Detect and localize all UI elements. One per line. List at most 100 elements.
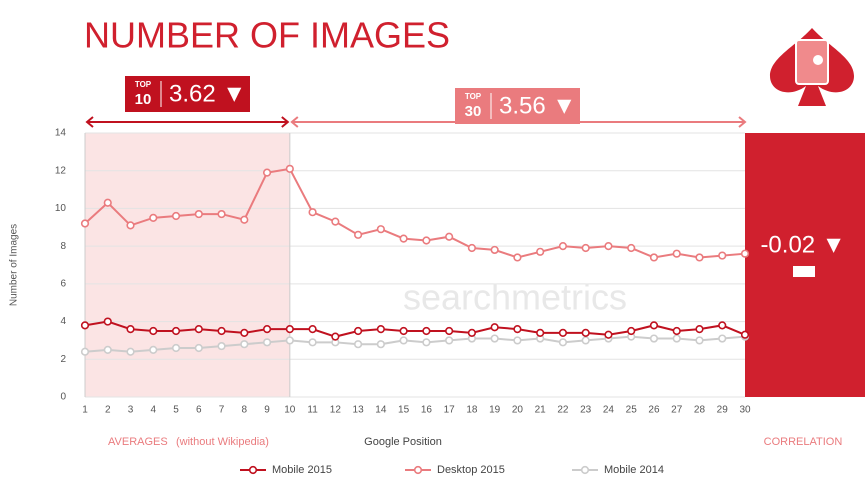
data-point xyxy=(80,321,90,330)
data-point xyxy=(536,247,545,256)
x-tick-label: 28 xyxy=(694,405,706,416)
data-point xyxy=(126,347,135,356)
x-tick-label: 14 xyxy=(375,405,387,416)
legend-marker xyxy=(248,465,258,475)
background-layer xyxy=(84,132,745,398)
data-point xyxy=(695,325,704,334)
x-tick-label: 26 xyxy=(648,405,660,416)
data-point xyxy=(376,325,385,334)
correlation-marker xyxy=(793,266,815,277)
data-point xyxy=(285,336,294,345)
data-point xyxy=(718,334,727,343)
x-tick-label: 24 xyxy=(603,405,615,416)
x-tick-label: 12 xyxy=(330,405,342,416)
x-tick-label: 29 xyxy=(717,405,729,416)
data-point xyxy=(331,217,340,226)
data-point xyxy=(376,340,385,349)
x-tick-label: 16 xyxy=(421,405,433,416)
data-point xyxy=(194,325,203,334)
legend-label: Mobile 2014 xyxy=(604,464,664,476)
data-point xyxy=(262,168,272,177)
data-point xyxy=(240,328,249,337)
data-point xyxy=(126,325,135,334)
data-point xyxy=(149,345,158,354)
legend-marker xyxy=(580,465,590,475)
x-tick-label: 3 xyxy=(128,405,134,416)
data-point xyxy=(604,242,613,251)
data-point xyxy=(308,325,317,334)
y-tick-label: 6 xyxy=(60,278,66,289)
y-tick-label: 12 xyxy=(55,165,67,176)
data-point xyxy=(467,328,476,337)
x-tick-label: 21 xyxy=(535,405,547,416)
data-point xyxy=(581,336,590,345)
data-point xyxy=(217,209,226,219)
data-point xyxy=(718,251,727,260)
data-point xyxy=(422,236,431,245)
x-tick-label: 20 xyxy=(512,405,524,416)
data-point xyxy=(672,249,681,258)
data-point xyxy=(194,343,203,353)
x-tick-label: 11 xyxy=(307,405,318,416)
x-tick-label: 2 xyxy=(105,405,111,416)
x-tick-label: 30 xyxy=(739,405,751,416)
data-point xyxy=(558,242,568,251)
range-arrowhead xyxy=(738,116,747,128)
data-point xyxy=(490,323,499,332)
badge-value: 3.56 ▼ xyxy=(499,92,576,119)
data-point xyxy=(740,249,750,258)
x-tick-label: 18 xyxy=(466,405,478,416)
data-point xyxy=(80,219,90,228)
data-point xyxy=(80,347,90,356)
badge-value: 3.62 ▼ xyxy=(169,80,246,107)
data-point xyxy=(149,326,158,336)
data-point xyxy=(649,321,659,330)
data-point xyxy=(513,325,522,334)
data-point xyxy=(490,245,499,255)
x-tick-label: 8 xyxy=(242,405,248,416)
top10-shade xyxy=(85,133,290,397)
x-tick-label: 17 xyxy=(444,405,456,416)
correlation-value: -0.02 ▼ xyxy=(760,231,845,258)
x-tick-label: 9 xyxy=(264,405,270,416)
badge-label: TOP xyxy=(465,92,482,101)
data-point xyxy=(490,334,499,343)
data-point xyxy=(604,330,613,339)
x-tick-label: 1 xyxy=(82,405,88,416)
y-tick-label: 10 xyxy=(55,203,67,214)
badge-rank: 30 xyxy=(465,103,482,120)
data-point xyxy=(422,338,431,347)
data-point xyxy=(740,330,750,339)
data-point xyxy=(308,338,317,347)
y-axis-title: Number of Images xyxy=(9,224,20,306)
badge xyxy=(455,88,580,124)
data-point xyxy=(467,243,476,253)
data-point xyxy=(558,338,568,347)
x-tick-label: 27 xyxy=(671,405,683,416)
data-point xyxy=(240,215,249,224)
data-point xyxy=(399,336,408,345)
data-point xyxy=(331,332,340,341)
badge-rank: 10 xyxy=(135,91,152,108)
chart-title: NUMBER OF IMAGES xyxy=(84,15,450,56)
x-tick-label: 23 xyxy=(580,405,592,416)
correlation-box xyxy=(745,133,865,397)
data-point xyxy=(672,326,681,336)
y-tick-label: 14 xyxy=(55,128,67,139)
data-point xyxy=(558,328,568,337)
x-axis-title: Google Position xyxy=(364,436,442,448)
averages-label: AVERAGES xyxy=(108,436,168,448)
x-tick-label: 25 xyxy=(626,405,638,416)
data-point xyxy=(513,253,522,262)
data-point xyxy=(103,198,112,207)
data-point xyxy=(149,213,158,222)
x-tick-label: 13 xyxy=(353,405,365,416)
data-point xyxy=(695,336,704,345)
x-tick-label: 4 xyxy=(150,405,156,416)
x-tick-label: 5 xyxy=(173,405,179,416)
legend-label: Mobile 2015 xyxy=(272,464,332,476)
data-point xyxy=(445,336,454,345)
data-point xyxy=(217,326,226,336)
legend-label: Desktop 2015 xyxy=(437,464,505,476)
data-point xyxy=(672,334,681,343)
